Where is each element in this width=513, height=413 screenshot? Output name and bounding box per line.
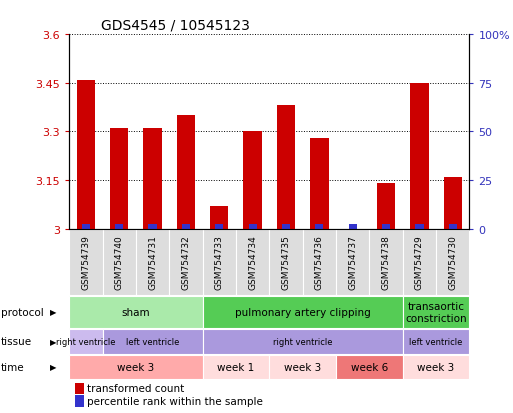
Bar bbox=[215, 224, 224, 229]
Bar bbox=[248, 224, 257, 229]
Bar bbox=[103, 229, 136, 296]
Bar bbox=[203, 296, 403, 328]
Bar bbox=[203, 330, 403, 354]
Text: tissue: tissue bbox=[1, 337, 32, 347]
Bar bbox=[148, 224, 157, 229]
Bar bbox=[182, 224, 190, 229]
Bar bbox=[336, 229, 369, 296]
Bar bbox=[303, 229, 336, 296]
Text: ▶: ▶ bbox=[50, 308, 57, 317]
Bar bbox=[236, 229, 269, 296]
Bar bbox=[269, 355, 336, 379]
Text: GSM754739: GSM754739 bbox=[82, 234, 90, 289]
Bar bbox=[203, 355, 269, 379]
Bar bbox=[77, 81, 95, 229]
Text: transformed count: transformed count bbox=[87, 383, 185, 393]
Text: right ventricle: right ventricle bbox=[273, 337, 332, 346]
Text: GDS4545 / 10545123: GDS4545 / 10545123 bbox=[101, 19, 250, 33]
Text: percentile rank within the sample: percentile rank within the sample bbox=[87, 396, 263, 406]
Bar bbox=[203, 229, 236, 296]
Bar bbox=[403, 229, 436, 296]
Text: GSM754733: GSM754733 bbox=[215, 234, 224, 289]
Text: GSM754730: GSM754730 bbox=[448, 234, 457, 289]
Text: GSM754737: GSM754737 bbox=[348, 234, 357, 289]
Bar bbox=[82, 224, 90, 229]
Text: protocol: protocol bbox=[1, 307, 44, 317]
Bar bbox=[382, 224, 390, 229]
Text: GSM754729: GSM754729 bbox=[415, 234, 424, 289]
Text: GSM754736: GSM754736 bbox=[315, 234, 324, 289]
Text: GSM754732: GSM754732 bbox=[182, 234, 190, 289]
Bar bbox=[269, 229, 303, 296]
Bar bbox=[348, 224, 357, 229]
Text: ▶: ▶ bbox=[50, 337, 57, 346]
Bar bbox=[115, 224, 124, 229]
Bar bbox=[110, 129, 128, 229]
Bar bbox=[277, 106, 295, 229]
Bar bbox=[369, 229, 403, 296]
Bar bbox=[403, 296, 469, 328]
Bar bbox=[448, 224, 457, 229]
Text: week 6: week 6 bbox=[351, 362, 388, 372]
Text: left ventricle: left ventricle bbox=[409, 337, 463, 346]
Bar bbox=[377, 184, 395, 229]
Bar bbox=[75, 383, 84, 394]
Bar bbox=[436, 229, 469, 296]
Bar bbox=[144, 129, 162, 229]
Bar bbox=[210, 206, 228, 229]
Bar bbox=[177, 116, 195, 229]
Bar bbox=[415, 224, 424, 229]
Bar bbox=[75, 396, 84, 406]
Bar bbox=[315, 224, 324, 229]
Bar bbox=[336, 355, 403, 379]
Bar bbox=[410, 83, 428, 229]
Text: GSM754731: GSM754731 bbox=[148, 234, 157, 289]
Text: GSM754740: GSM754740 bbox=[115, 234, 124, 289]
Bar bbox=[169, 229, 203, 296]
Bar bbox=[244, 132, 262, 229]
Text: ▶: ▶ bbox=[50, 363, 57, 372]
Bar bbox=[69, 330, 103, 354]
Bar bbox=[444, 177, 462, 229]
Bar bbox=[136, 229, 169, 296]
Text: GSM754735: GSM754735 bbox=[282, 234, 290, 289]
Bar bbox=[103, 330, 203, 354]
Bar bbox=[282, 224, 290, 229]
Text: transaortic
constriction: transaortic constriction bbox=[405, 301, 467, 323]
Text: pulmonary artery clipping: pulmonary artery clipping bbox=[235, 307, 370, 317]
Bar bbox=[403, 355, 469, 379]
Bar bbox=[69, 229, 103, 296]
Text: week 1: week 1 bbox=[218, 362, 254, 372]
Bar bbox=[69, 355, 203, 379]
Text: GSM754738: GSM754738 bbox=[382, 234, 390, 289]
Bar bbox=[69, 296, 203, 328]
Text: time: time bbox=[1, 362, 25, 372]
Text: sham: sham bbox=[122, 307, 150, 317]
Text: left ventricle: left ventricle bbox=[126, 337, 180, 346]
Text: week 3: week 3 bbox=[284, 362, 321, 372]
Text: week 3: week 3 bbox=[117, 362, 154, 372]
Bar bbox=[403, 330, 469, 354]
Text: right ventricle: right ventricle bbox=[56, 337, 115, 346]
Text: GSM754734: GSM754734 bbox=[248, 234, 257, 289]
Text: week 3: week 3 bbox=[418, 362, 455, 372]
Bar bbox=[310, 138, 328, 229]
